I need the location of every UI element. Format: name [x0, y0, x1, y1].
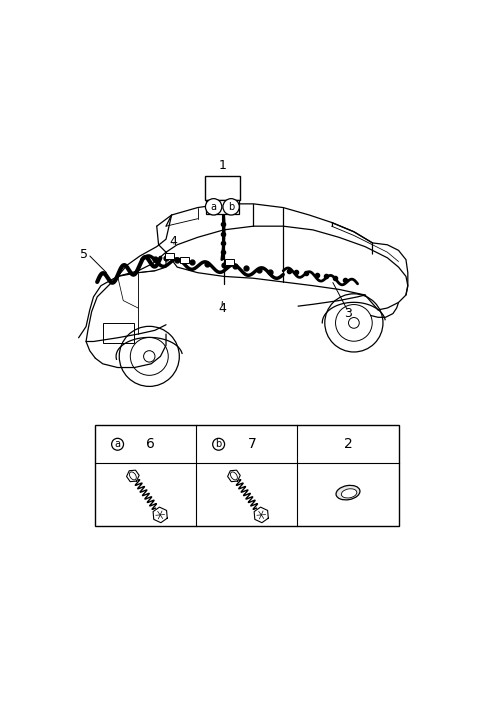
Text: 6: 6 — [146, 437, 156, 451]
Text: 2: 2 — [344, 437, 352, 451]
Text: 5: 5 — [80, 248, 88, 260]
Polygon shape — [153, 507, 167, 523]
Text: b: b — [216, 439, 222, 449]
Bar — [103, 323, 134, 343]
Bar — [205, 176, 240, 200]
Circle shape — [213, 438, 225, 450]
Polygon shape — [127, 470, 139, 482]
Bar — [180, 257, 189, 263]
Text: 4: 4 — [169, 234, 178, 248]
Bar — [206, 200, 239, 214]
Bar — [96, 425, 398, 526]
Polygon shape — [228, 470, 240, 482]
Text: b: b — [228, 202, 234, 212]
Text: 4: 4 — [218, 302, 226, 314]
Text: 7: 7 — [248, 437, 256, 451]
Circle shape — [223, 199, 240, 215]
Bar — [165, 253, 174, 259]
Ellipse shape — [341, 489, 357, 498]
Text: 1: 1 — [218, 159, 227, 172]
Ellipse shape — [336, 485, 360, 500]
Circle shape — [144, 351, 155, 362]
Text: a: a — [115, 439, 120, 449]
Text: 3: 3 — [344, 307, 352, 320]
Text: a: a — [211, 202, 216, 212]
Circle shape — [348, 317, 359, 329]
Bar — [225, 259, 234, 265]
Circle shape — [205, 199, 222, 215]
Circle shape — [112, 438, 123, 450]
Polygon shape — [254, 507, 268, 523]
